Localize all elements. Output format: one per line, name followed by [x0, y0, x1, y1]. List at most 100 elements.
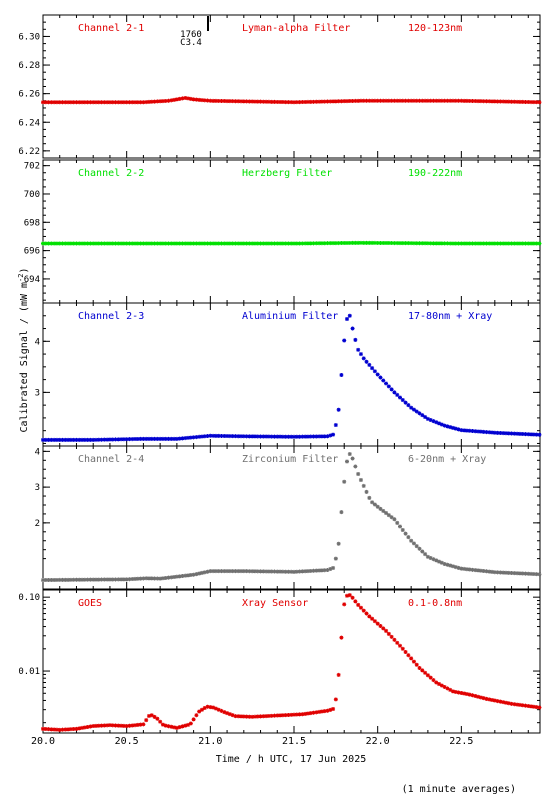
data-point [225, 569, 230, 574]
data-point [180, 574, 185, 579]
data-point [356, 347, 361, 352]
data-point [364, 98, 369, 103]
data-point [490, 241, 495, 246]
data-point [331, 432, 336, 437]
data-point [116, 577, 121, 582]
data-point [199, 241, 204, 246]
data-point [381, 98, 386, 103]
data-point [445, 562, 450, 567]
data-point [425, 554, 430, 559]
data-point [188, 241, 193, 246]
data-point [509, 570, 514, 575]
data-point [172, 436, 177, 441]
x-tick-label: 21.5 [282, 736, 306, 747]
data-point [169, 98, 174, 103]
data-point [241, 569, 246, 574]
data-point [389, 515, 394, 520]
data-point [252, 241, 257, 246]
data-point [347, 99, 352, 104]
data-point [63, 100, 68, 105]
data-point [411, 241, 416, 246]
data-point [230, 434, 235, 439]
data-point [141, 436, 146, 441]
data-point [222, 569, 227, 574]
data-point [43, 578, 48, 583]
data-point [384, 628, 389, 633]
data-point [105, 437, 110, 442]
data-point [289, 569, 294, 574]
data-point [152, 436, 157, 441]
data-point [325, 708, 330, 713]
data-point [144, 436, 149, 441]
data-point [414, 662, 419, 667]
data-point [252, 714, 257, 719]
data-point [534, 241, 539, 246]
data-point [464, 428, 469, 433]
data-point [278, 434, 283, 439]
data-point [481, 241, 486, 246]
data-point [166, 436, 171, 441]
data-point [286, 100, 291, 105]
data-point [300, 569, 305, 574]
data-point [450, 564, 455, 569]
data-point [470, 99, 475, 104]
data-point [314, 568, 319, 573]
data-point [345, 593, 350, 598]
data-point [300, 100, 305, 105]
data-point [397, 241, 402, 246]
data-point [105, 723, 110, 728]
data-point [305, 711, 310, 716]
y-tick-label: 6.30 [18, 32, 40, 42]
data-point [339, 241, 344, 246]
data-point [174, 241, 179, 246]
data-point [439, 560, 444, 565]
data-point [462, 241, 467, 246]
data-point [88, 724, 93, 729]
data-point [520, 431, 525, 436]
data-point [347, 593, 352, 598]
data-point [227, 569, 232, 574]
data-point [420, 668, 425, 673]
data-point [442, 98, 447, 103]
data-point [409, 656, 414, 661]
data-point [431, 241, 436, 246]
data-point [60, 727, 65, 732]
data-point [356, 602, 361, 607]
data-point [275, 99, 280, 104]
data-point [261, 434, 266, 439]
data-point [350, 326, 355, 331]
data-point [222, 433, 227, 438]
data-point [428, 98, 433, 103]
data-point [397, 395, 402, 400]
data-point [450, 689, 455, 694]
data-point [345, 99, 350, 104]
data-point [512, 241, 517, 246]
data-point [459, 428, 464, 433]
data-point [403, 241, 408, 246]
panel-frame [42, 589, 541, 734]
data-point [442, 561, 447, 566]
data-point [180, 96, 185, 101]
data-point [68, 100, 73, 105]
data-point [448, 98, 453, 103]
data-point [534, 572, 539, 577]
data-point [512, 431, 517, 436]
data-point [110, 437, 115, 442]
data-point [367, 362, 372, 367]
y-tick-label: 3 [35, 388, 40, 398]
data-point [183, 241, 188, 246]
y-tick-label: 4 [35, 337, 40, 347]
data-point [211, 98, 216, 103]
data-point [266, 99, 271, 104]
panel-label: Aluminium Filter [242, 311, 338, 322]
data-point [484, 696, 489, 701]
data-point [325, 434, 330, 439]
data-point [233, 99, 238, 104]
data-point [213, 98, 218, 103]
data-point [96, 723, 101, 728]
data-point [82, 241, 87, 246]
data-point [417, 546, 422, 551]
data-point [202, 241, 207, 246]
data-point [501, 241, 506, 246]
